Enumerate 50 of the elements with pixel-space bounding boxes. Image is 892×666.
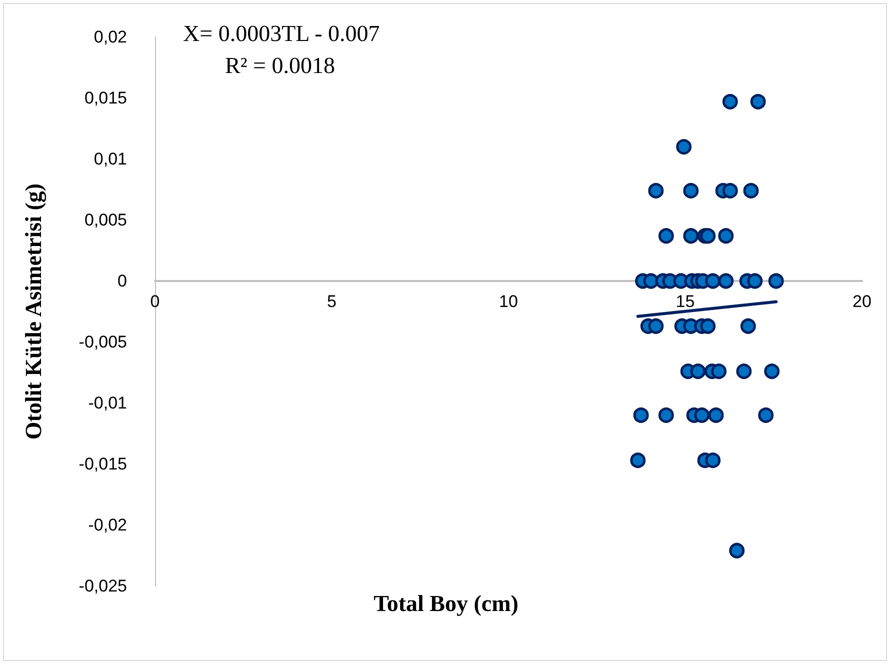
point	[729, 542, 745, 558]
point	[743, 182, 759, 198]
point	[736, 364, 752, 380]
point	[690, 364, 706, 380]
point	[740, 318, 756, 334]
point	[633, 407, 649, 423]
point	[683, 228, 699, 244]
point	[630, 452, 646, 468]
point	[764, 364, 780, 380]
x-tick-label: 0	[150, 292, 160, 311]
point	[648, 318, 664, 334]
y-tick-label: 0,015	[84, 88, 127, 108]
y-tick-label: -0,005	[78, 332, 127, 352]
point	[643, 273, 659, 289]
y-tick-label: -0,02	[88, 516, 127, 534]
point	[705, 452, 721, 468]
point	[708, 407, 724, 423]
point	[711, 364, 727, 380]
x-tick-label: 20	[852, 292, 872, 311]
point	[694, 407, 710, 423]
point	[722, 94, 738, 110]
y-tick-label: 0,02	[94, 28, 127, 46]
point	[658, 228, 674, 244]
x-tick-label: 15	[676, 292, 695, 311]
point	[676, 139, 692, 155]
point	[768, 273, 784, 289]
point	[705, 273, 721, 289]
x-axis-title: Total Boy (cm)	[374, 591, 518, 616]
annotation: X= 0.0003TL - 0.007	[183, 21, 380, 46]
point	[700, 318, 716, 334]
x-tick-label: 10	[499, 292, 518, 311]
y-axis-title: Otolit Kütle Asimetrisi (g)	[21, 183, 47, 440]
x-tick-label: 5	[327, 292, 336, 311]
y-tick-label: -0,025	[78, 576, 127, 596]
point	[750, 94, 766, 110]
y-tick-label: 0,01	[94, 150, 127, 168]
y-tick-label: 0,005	[84, 210, 127, 230]
point	[718, 273, 734, 289]
point	[648, 182, 664, 198]
y-tick-label: -0,01	[88, 394, 127, 412]
point	[700, 228, 716, 244]
point	[718, 228, 734, 244]
y-tick-label: -0,015	[78, 454, 127, 474]
y-tick-label: 0	[118, 272, 127, 290]
point	[722, 182, 738, 198]
point	[758, 407, 774, 423]
point	[747, 273, 763, 289]
point	[683, 182, 699, 198]
annotation: R² = 0.0018	[225, 53, 335, 78]
point	[658, 407, 674, 423]
